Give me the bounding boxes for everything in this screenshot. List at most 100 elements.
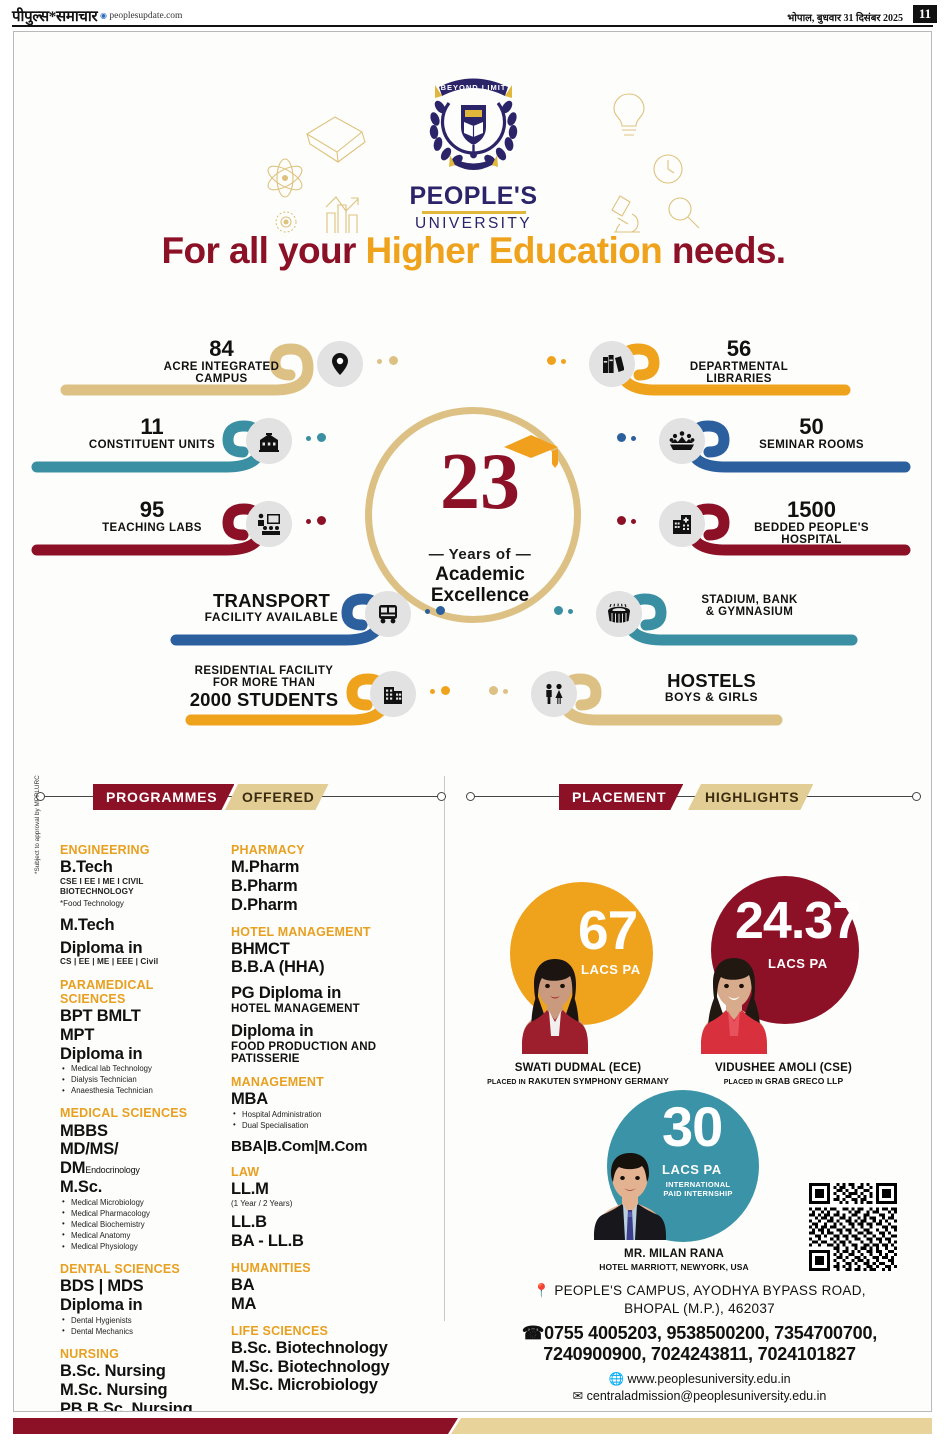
stat-label-sub: BOYS & GIRLS [664, 689, 759, 704]
globe-icon: ◉ [100, 11, 107, 20]
address-line2: BHOPAL (M.P.), 462037 [624, 1300, 775, 1316]
headline-part2: needs. [662, 230, 786, 271]
programme-bullet: Medical Physiology [60, 1241, 220, 1252]
programme-item: DMEndocrinology [60, 1159, 220, 1178]
stat-icon-bubble [246, 501, 292, 547]
programme-item: M.Sc. Biotechnology [231, 1357, 390, 1376]
atom-decor-icon [267, 158, 303, 198]
company-name: RAKUTEN SYMPHONY GERMANY [528, 1076, 669, 1086]
statistics-infographic: 23 — Years of — Academic Excellence 84 [14, 317, 931, 747]
phones-line1: 0755 4005203, 9538500200, 7354700700, [544, 1322, 878, 1343]
programme-heading: NURSING [60, 1346, 120, 1361]
programme-bullet: Medical Pharmacology [60, 1207, 220, 1219]
stat-label: CONSTITUENT UNITS [88, 438, 216, 451]
programme-item: B.Sc. Biotechnology [231, 1338, 388, 1357]
programme-note: *Food Technology [60, 899, 124, 909]
programme-item: BPT BMLT [60, 1006, 141, 1025]
student-company: PLACED IN GRAB GRECO LLP [681, 1076, 886, 1086]
globe-icon: 🌐 [608, 1371, 625, 1386]
envelope-icon: ✉ [572, 1388, 584, 1403]
stadium-icon [608, 603, 630, 624]
programme-item: BA [231, 1276, 255, 1294]
website-url[interactable]: www.peoplesuniversity.edu.in [627, 1371, 791, 1386]
stat-label: BEDDED PEOPLE'S HOSPITAL [754, 521, 869, 547]
stat-icon-bubble [589, 341, 635, 387]
stat-label: STADIUM, BANK & GYMNASIUM [701, 594, 798, 619]
placement-circle [510, 882, 653, 1025]
student-company: PLACED IN RAKUTEN SYMPHONY GERMANY [468, 1076, 688, 1086]
programme-item-inline: Endocrinology [85, 1165, 140, 1176]
programme-heading: LAW [231, 1164, 260, 1179]
stat-label: DEPARTMENTAL LIBRARIES [689, 360, 789, 386]
programme-bullet: Dual Specialisation [231, 1119, 446, 1131]
campus-address: 📍 PEOPLE'S CAMPUS, AYODHYA BYPASS ROAD, … [466, 1282, 931, 1318]
programme-bullet: Medical Biochemistry [60, 1218, 220, 1230]
programme-item: PB B.Sc. Nursing [60, 1399, 193, 1412]
newspaper-masthead: पीपुल्स*समाचार ◉ peoplesupdate.com भोपाल… [0, 0, 945, 27]
placement-amount: 24.37 [735, 892, 861, 950]
email-address[interactable]: centraladmission@peoplesuniversity.edu.i… [586, 1388, 827, 1403]
headline-part1: For all your [161, 230, 366, 271]
student-photo [701, 958, 767, 1054]
building-icon [259, 430, 279, 452]
stat-number: 56 [726, 336, 752, 361]
placement-internship-note: INTERNATIONAL PAID INTERNSHIP [638, 1180, 758, 1198]
logo-name: PEOPLE'S [409, 182, 538, 210]
programmes-ribbon: PROGRAMMES OFFERED [36, 784, 446, 810]
ribbon-end-left [466, 792, 475, 801]
placement-ribbon-gold: HIGHLIGHTS [688, 784, 813, 810]
programme-item: MBA [231, 1089, 268, 1108]
programme-item: BBA|B.Com|M.Com [231, 1137, 368, 1155]
stat-number: 11 [140, 414, 164, 439]
stat-label: ACRE INTEGRATED CAMPUS [163, 360, 280, 386]
programme-heading: ENGINEERING [60, 843, 150, 857]
placement-unit: LACS PA [662, 1162, 722, 1177]
company-name: GRAB GRECO LLP [764, 1076, 844, 1086]
seminar-icon [669, 431, 695, 450]
headline-highlight: Higher Education [365, 230, 663, 271]
programme-caption: PATISSERIE [231, 1052, 300, 1065]
student-photo [594, 1153, 666, 1240]
placed-in-prefix: PLACED IN [723, 1079, 763, 1086]
internship-line2: PAID INTERNSHIP [663, 1189, 733, 1198]
qr-code-icon[interactable] [809, 1183, 897, 1271]
programme-item: M.Sc. Microbiology [231, 1376, 378, 1395]
ribbon-end-left [36, 792, 45, 801]
programme-heading: DENTAL SCIENCES [60, 1262, 180, 1277]
programme-item: M.Sc. [60, 1178, 103, 1196]
student-name: SWATI DUDMAL (ECE) [514, 1062, 642, 1074]
programme-bullet: Medical Microbiology [60, 1196, 220, 1208]
stat-number: 95 [139, 497, 165, 522]
programme-item: B.Sc. Nursing [60, 1362, 166, 1381]
ribbon-end-right [437, 792, 446, 801]
stat-label: RESIDENTIAL FACILITY FOR MORE THAN [194, 665, 334, 690]
masthead-rule [12, 25, 933, 27]
logo-subtitle: UNIVERSITY [414, 215, 532, 232]
newspaper-website: ◉ peoplesupdate.com [100, 11, 182, 21]
graduation-cap-icon [504, 435, 558, 468]
programme-item: M.Sc. Nursing [60, 1380, 168, 1399]
programme-detail: BIOTECHNOLOGY [60, 887, 134, 897]
programme-item: MD/MS/ [60, 1140, 119, 1159]
programme-item: B.Tech [60, 858, 113, 877]
bar-chart-decor-icon [325, 196, 359, 233]
placement-ribbon: PLACEMENT HIGHLIGHTS [466, 784, 921, 810]
programme-item: M.Tech [60, 915, 115, 934]
programme-bullet: Medical lab Technology [60, 1063, 220, 1074]
bulb-decor-icon [613, 93, 645, 136]
stat-label-big: 2000 STUDENTS [189, 688, 339, 710]
stat-label-sub: FACILITY AVAILABLE [204, 609, 339, 624]
column-divider [444, 776, 445, 1321]
contact-block: 📍 PEOPLE'S CAMPUS, AYODHYA BYPASS ROAD, … [466, 1282, 931, 1405]
search-decor-icon [668, 197, 700, 229]
restroom-icon [546, 683, 563, 704]
books-icon [603, 355, 624, 373]
student-photo [522, 959, 588, 1054]
stat-label: SEMINAR ROOMS [759, 438, 864, 451]
phone-icon: ☎ [521, 1322, 545, 1343]
years-number: 23 [440, 438, 520, 526]
stat-icon-bubble [365, 591, 411, 637]
stat-number: 50 [799, 414, 824, 439]
academic-line2: Excellence [430, 585, 530, 607]
newspaper-logo: पीपुल्स*समाचार [12, 9, 98, 25]
